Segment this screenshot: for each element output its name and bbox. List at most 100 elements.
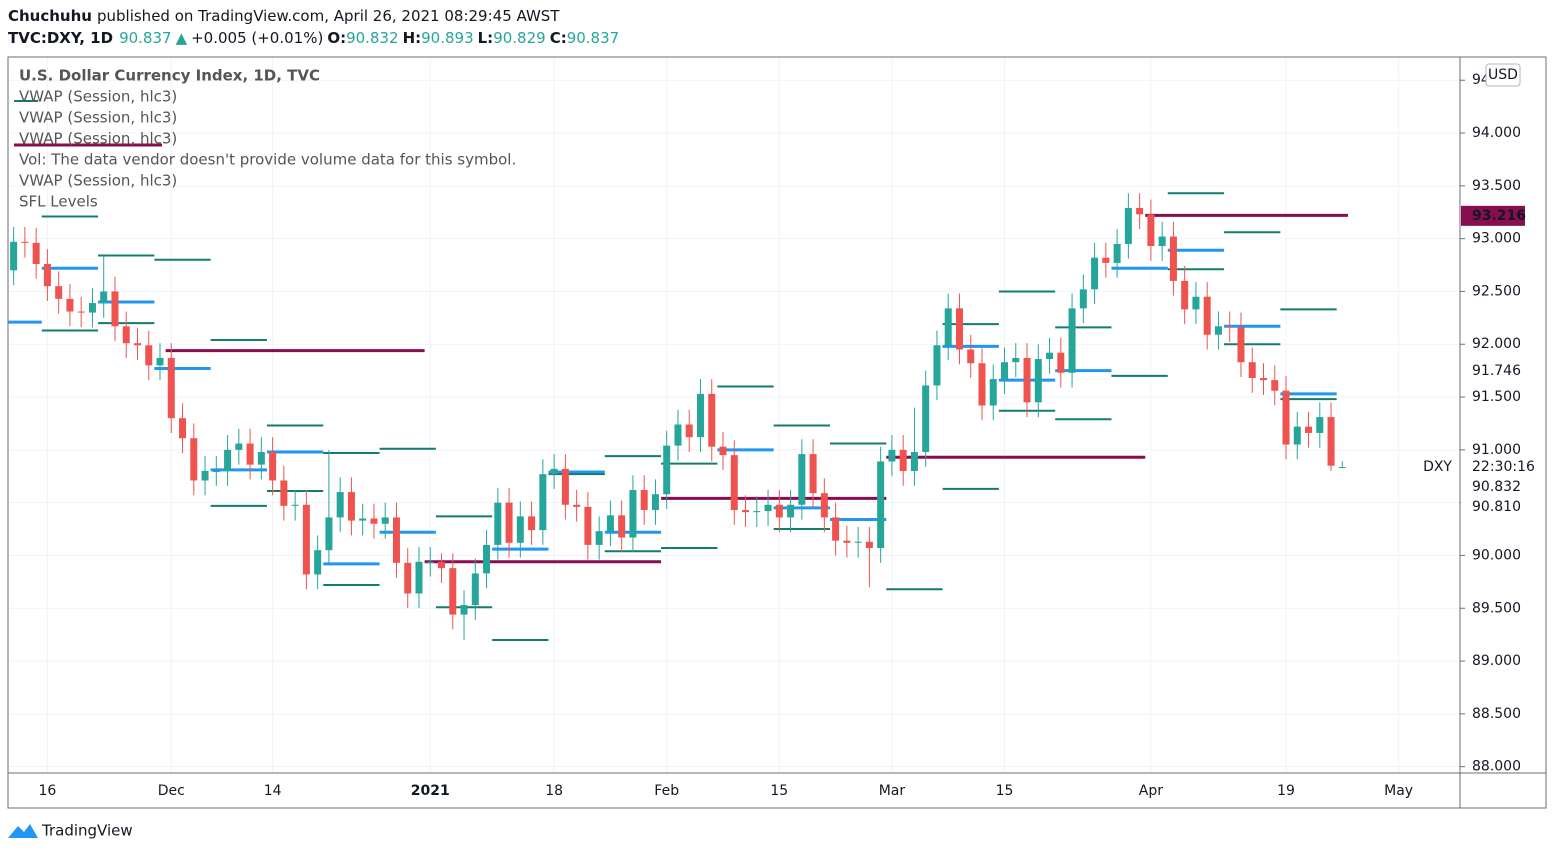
candle-body (483, 544, 491, 574)
y-tick-label: 94.000 (1472, 125, 1521, 141)
candle-body (43, 263, 51, 287)
candle-body (1023, 357, 1031, 403)
candle-body (1169, 236, 1177, 281)
candle-body (561, 468, 569, 505)
candle-body (494, 502, 502, 545)
candle-body (674, 424, 682, 446)
candle-body (584, 506, 592, 545)
published: published on TradingView.com, April 26, … (97, 7, 560, 25)
candle-body (539, 474, 547, 531)
candle-body (336, 492, 344, 518)
legend-item: VWAP (Session, hlc3) (19, 88, 177, 106)
countdown-bg (1461, 458, 1545, 477)
x-tick-label: Feb (654, 783, 679, 799)
candle-body (944, 308, 952, 346)
candle-body (528, 516, 536, 531)
candle-body (224, 449, 232, 471)
candle-body (179, 418, 187, 439)
candle-body (820, 493, 828, 518)
legend-item: VWAP (Session, hlc3) (19, 130, 177, 148)
candle-body (1293, 426, 1301, 445)
candle-body (370, 518, 378, 524)
candle-body (730, 455, 738, 511)
candle-body (1046, 352, 1054, 360)
candle-body (88, 303, 96, 313)
candle-body (989, 379, 997, 406)
candle-body (55, 286, 63, 299)
candle-body (843, 540, 851, 543)
candle-body (1147, 214, 1155, 247)
candle-body (696, 393, 704, 438)
candle-body (764, 504, 772, 512)
currency: USD (1488, 67, 1518, 83)
ohlc-value: 90.893 (421, 29, 474, 47)
candle-body (325, 517, 333, 551)
currency-box (1485, 63, 1521, 87)
x-tick-label: Dec (158, 783, 185, 799)
ohlc-key: O: (327, 29, 346, 47)
candle-body (1203, 296, 1211, 335)
price-label-bg (1461, 477, 1525, 498)
candle-body (787, 504, 795, 518)
candle-body (404, 562, 412, 594)
x-tick-label: 16 (38, 783, 56, 799)
candle-body (10, 241, 18, 271)
candle-body (426, 561, 434, 563)
legend-item: VWAP (Session, hlc3) (19, 172, 177, 190)
candle-body (1237, 327, 1245, 363)
candle-body (910, 451, 918, 471)
price-label: 90.832 (1472, 479, 1521, 495)
candle-body (955, 308, 963, 350)
candle-body (1327, 417, 1335, 466)
candle-body (1181, 280, 1189, 310)
candle-body (1079, 289, 1087, 309)
candle-body (505, 502, 513, 543)
candle-body (1057, 352, 1065, 373)
price-label-bg (1461, 361, 1525, 382)
candle-body (809, 454, 817, 494)
candle-body (100, 291, 108, 304)
candle-body (978, 363, 986, 406)
candle-body (212, 470, 220, 472)
candle-body (133, 343, 141, 346)
ohlc-key: L: (478, 29, 494, 47)
candle-body (167, 357, 175, 419)
chart-title: U.S. Dollar Currency Index, 1D, TVC (19, 67, 320, 85)
author: Chuchuhu (8, 7, 92, 25)
ohlc-value: 90.837 (567, 29, 620, 47)
candle-body (291, 504, 299, 506)
candle-body (719, 446, 727, 456)
legend-item: SFL Levels (19, 193, 98, 211)
candle-body (1034, 359, 1042, 403)
candle-body (753, 511, 761, 513)
candle-body (888, 449, 896, 462)
y-tick-label: 90.000 (1472, 547, 1521, 563)
countdown: 22:30:16 (1472, 459, 1535, 475)
candle-body (438, 561, 446, 569)
candle-body (21, 241, 29, 243)
candle-body (122, 326, 130, 344)
candle-body (685, 424, 693, 438)
candle-body (1338, 467, 1346, 469)
candle-body (32, 242, 40, 264)
price-label: 90.810 (1472, 499, 1521, 515)
plot (8, 57, 1460, 773)
candle-body (1001, 362, 1009, 380)
header-line: Chuchuhu published on TradingView.com, Ap… (8, 7, 560, 25)
logo-mark (8, 824, 38, 838)
y-tick-label: 89.500 (1472, 600, 1521, 616)
candle-body (145, 345, 153, 366)
candle-body (854, 541, 862, 543)
price-label-bg (1461, 497, 1525, 518)
candle-body (1259, 378, 1267, 381)
candle-body (1248, 362, 1256, 379)
candle-body (595, 531, 603, 545)
candle-body (257, 451, 265, 465)
candle-body (1282, 390, 1290, 445)
candle-body (1192, 296, 1200, 310)
candle-body (629, 489, 637, 538)
candle-body (899, 449, 907, 471)
candle-body (663, 445, 671, 495)
candle-body (775, 504, 783, 518)
candle-body (392, 517, 400, 563)
